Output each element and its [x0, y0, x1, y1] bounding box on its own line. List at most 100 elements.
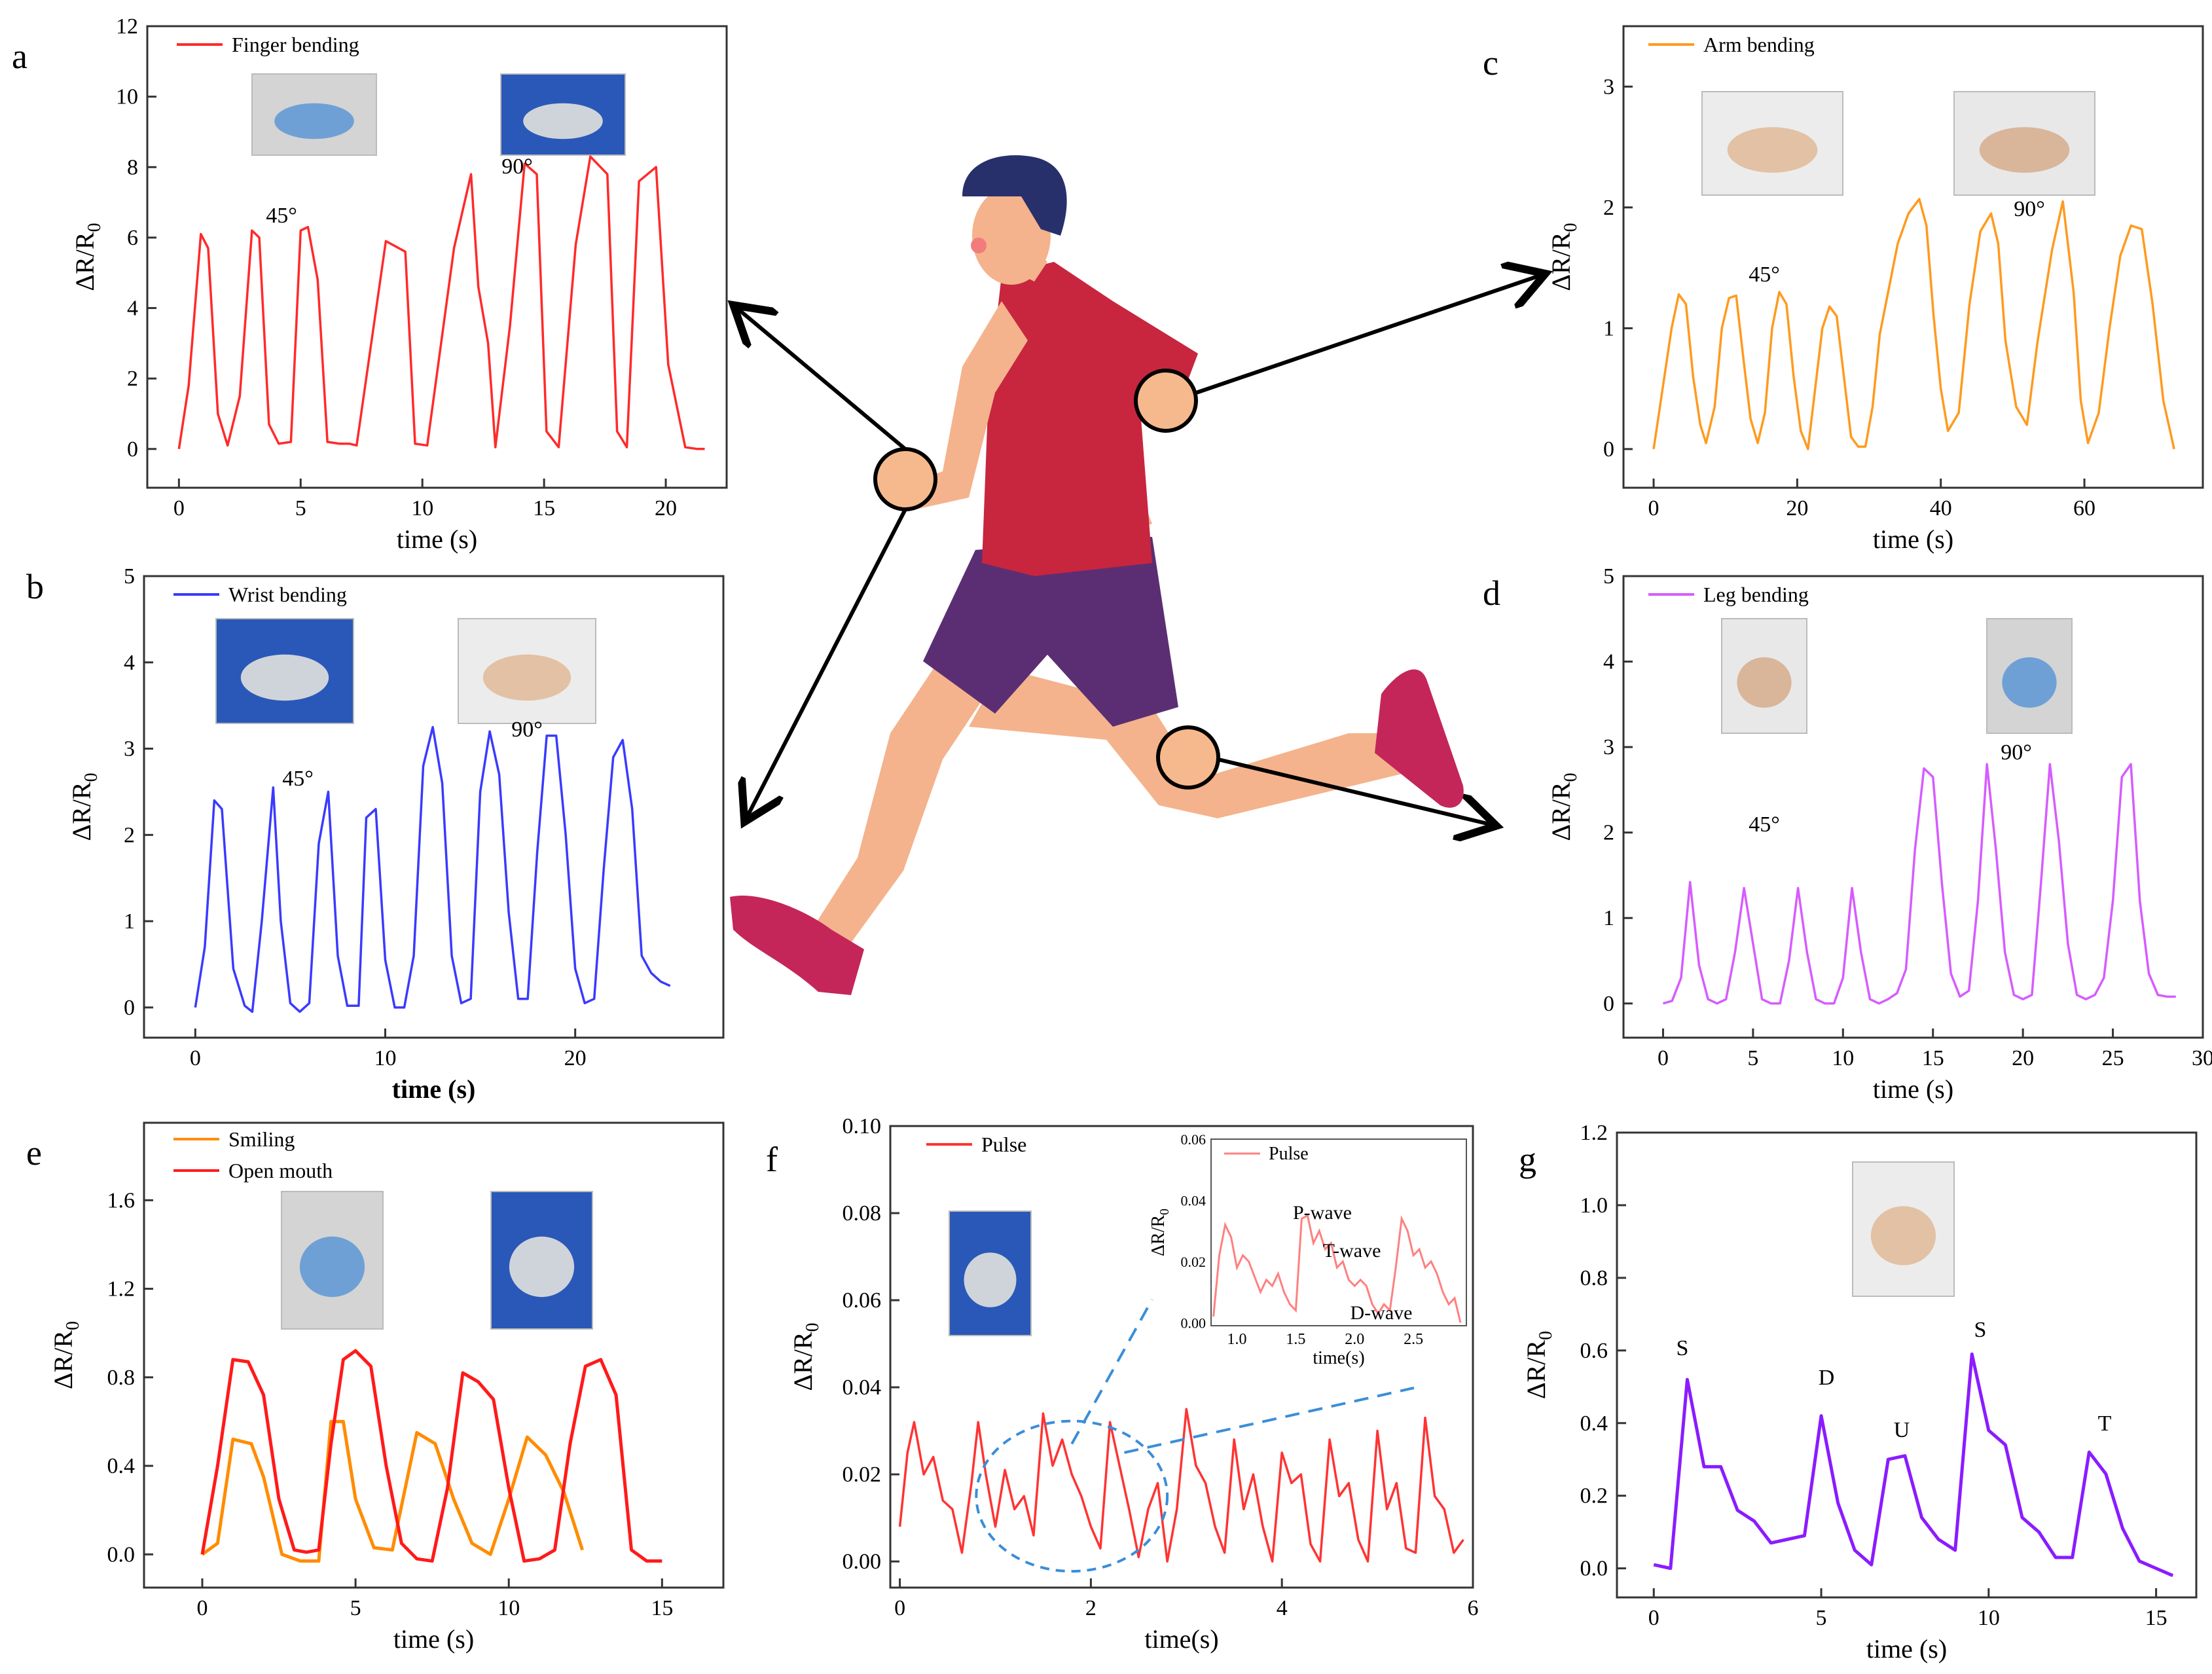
chart-f-inset-ytick-label: 0.02	[1181, 1254, 1206, 1270]
chart-f-ytick-label: 0.04	[843, 1375, 882, 1400]
chart-d-xtick-label: 20	[2012, 1046, 2034, 1070]
chart-b-ytick-label: 4	[124, 651, 135, 675]
chart-d-ytick-label: 1	[1603, 906, 1614, 930]
chart-f-xtick-label: 0	[894, 1596, 905, 1620]
chart-b-xtick-label: 0	[190, 1046, 201, 1070]
panel-letter-e: e	[26, 1133, 42, 1173]
chart-c-legend-label-1: Arm bending	[1703, 33, 1815, 56]
chart-a-ytick-label: 10	[116, 85, 138, 109]
chart-d-ylabel-subscript: 0	[1561, 773, 1581, 782]
chart-a-ylabel: ΔR/R0	[70, 223, 105, 291]
chart-g-xtick-label: 10	[1978, 1606, 2000, 1630]
chart-b-photo-subject-2	[482, 654, 571, 701]
chart-f-legend-label-1: Pulse	[981, 1133, 1026, 1156]
chart-g-xtick-label: 5	[1816, 1606, 1827, 1630]
arrow-to-panel-d	[1218, 757, 1493, 825]
chart-a-ytick-label: 8	[127, 155, 138, 179]
chart-f-ytick-label: 0.10	[843, 1114, 882, 1138]
chart-g-annotation-5: T	[2098, 1411, 2112, 1436]
connector-arrows	[736, 275, 1542, 825]
chart-g-annotation-1: S	[1677, 1336, 1689, 1360]
chart-g-ytick-label: 0.2	[1580, 1484, 1608, 1508]
chart-f-inset-ytick-label: 0.00	[1181, 1315, 1206, 1331]
chart-c-xtick-label: 0	[1648, 496, 1659, 520]
chart-g-xtick-label: 0	[1648, 1606, 1659, 1630]
chart-e-ylabel-subscript: 0	[63, 1321, 83, 1330]
chart-b-ylabel-subscript: 0	[81, 773, 101, 782]
chart-g-ytick-label: 0.8	[1580, 1266, 1608, 1290]
chart-d-xtick-label: 15	[1922, 1046, 1944, 1070]
chart-b-xlabel: time (s)	[392, 1074, 476, 1104]
chart-g-ytick-label: 1.2	[1580, 1121, 1608, 1145]
chart-f-inset-xlabel: time(s)	[1313, 1348, 1364, 1368]
panel-letter-a: a	[12, 37, 27, 76]
chart-g-photo-subject-1	[1870, 1206, 1936, 1265]
chart-f-zoom-ellipse	[975, 1419, 1169, 1573]
chart-b-xtick-label: 10	[374, 1046, 397, 1070]
chart-f-xtick-label: 6	[1468, 1596, 1479, 1620]
chart-e-photo-subject-2	[509, 1236, 575, 1298]
panel-letter-d: d	[1483, 573, 1500, 613]
arrow-to-panel-a	[736, 308, 907, 451]
chart-f-inset-ylabel: ΔR/R0	[1148, 1209, 1172, 1256]
chart-a-xlabel: time (s)	[397, 524, 477, 554]
chart-f-inset-series-pulse	[1212, 1214, 1462, 1323]
chart-f-inset-xtick-label: 2.0	[1345, 1331, 1364, 1348]
chart-d-photo-subject-2	[2002, 657, 2057, 708]
chart-a-ylabel-subscript: 0	[84, 223, 105, 232]
chart-f-xtick-label: 2	[1085, 1596, 1097, 1620]
chart-d-legend-label-1: Leg bending	[1703, 583, 1809, 606]
chart-g-ytick-label: 0.6	[1580, 1339, 1608, 1363]
chart-f-ytick-label: 0.02	[843, 1463, 882, 1487]
panel-letter-g: g	[1519, 1140, 1536, 1179]
chart-c-photo-subject-1	[1727, 127, 1818, 173]
front-shoe	[1375, 669, 1464, 808]
chart-g-annotation-2: D	[1819, 1366, 1835, 1390]
chart-g-ylabel: ΔR/R0	[1521, 1331, 1556, 1399]
chart-e-xtick-label: 15	[651, 1596, 673, 1620]
chart-f-inset-ytick-label: 0.06	[1181, 1131, 1206, 1148]
chart-c-xtick-label: 60	[2073, 496, 2095, 520]
chart-a-frame	[146, 25, 728, 489]
chart-f-inset-annotation-1: P-wave	[1293, 1202, 1352, 1224]
chart-e-ytick-label: 1.2	[107, 1277, 136, 1301]
chart-c-annotation-1: 45°	[1749, 263, 1780, 287]
chart-f-inset-ylabel-subscript: 0	[1158, 1209, 1172, 1215]
chart-g-xlabel: time (s)	[1866, 1634, 1947, 1664]
chart-g-ytick-label: 0.4	[1580, 1411, 1608, 1436]
chart-e-frame	[143, 1121, 725, 1589]
chart-a-photo-subject-2	[523, 103, 603, 139]
chart-f-inset-xtick-label: 2.5	[1404, 1331, 1423, 1348]
chart-a-series-finger-bending	[177, 155, 705, 450]
chart-c-series-arm-bending	[1652, 198, 2175, 450]
chart-d-ytick-label: 4	[1603, 650, 1614, 674]
chart-b-xtick-label: 20	[564, 1046, 587, 1070]
chart-a-ytick-label: 4	[127, 297, 138, 321]
chart-d-annotation-2: 90°	[2001, 740, 2032, 765]
chart-e-legend-label-2: Open mouth	[228, 1159, 333, 1182]
chart-a-ytick-label: 0	[127, 437, 138, 462]
chart-d-annotation-1: 45°	[1749, 812, 1780, 837]
chart-a-xtick-label: 10	[411, 496, 433, 520]
chart-b-ytick-label: 0	[124, 996, 135, 1020]
chart-d-photo-subject-1	[1737, 657, 1792, 708]
chart-d-ytick-label: 2	[1603, 821, 1614, 845]
chart-e-ylabel: ΔR/R0	[48, 1321, 83, 1389]
chart-f-ytick-label: 0.08	[843, 1201, 882, 1226]
runner-body	[730, 155, 1464, 995]
chart-b-ytick-label: 1	[124, 909, 135, 934]
chart-f-inset-frame	[1210, 1138, 1467, 1326]
chart-c-ytick-label: 2	[1603, 196, 1614, 220]
chart-e-series-smiling	[201, 1419, 584, 1563]
chart-b-legend-label-1: Wrist bending	[228, 583, 347, 606]
chart-a-ytick-label: 2	[127, 367, 138, 391]
chart-c-ytick-label: 3	[1603, 75, 1614, 99]
chart-f-photo-subject-1	[964, 1252, 1017, 1307]
joint-marker-knee	[1156, 725, 1220, 790]
chart-e-legend-label-1: Smiling	[228, 1127, 295, 1151]
joint-marker-shoulder	[1134, 369, 1198, 433]
